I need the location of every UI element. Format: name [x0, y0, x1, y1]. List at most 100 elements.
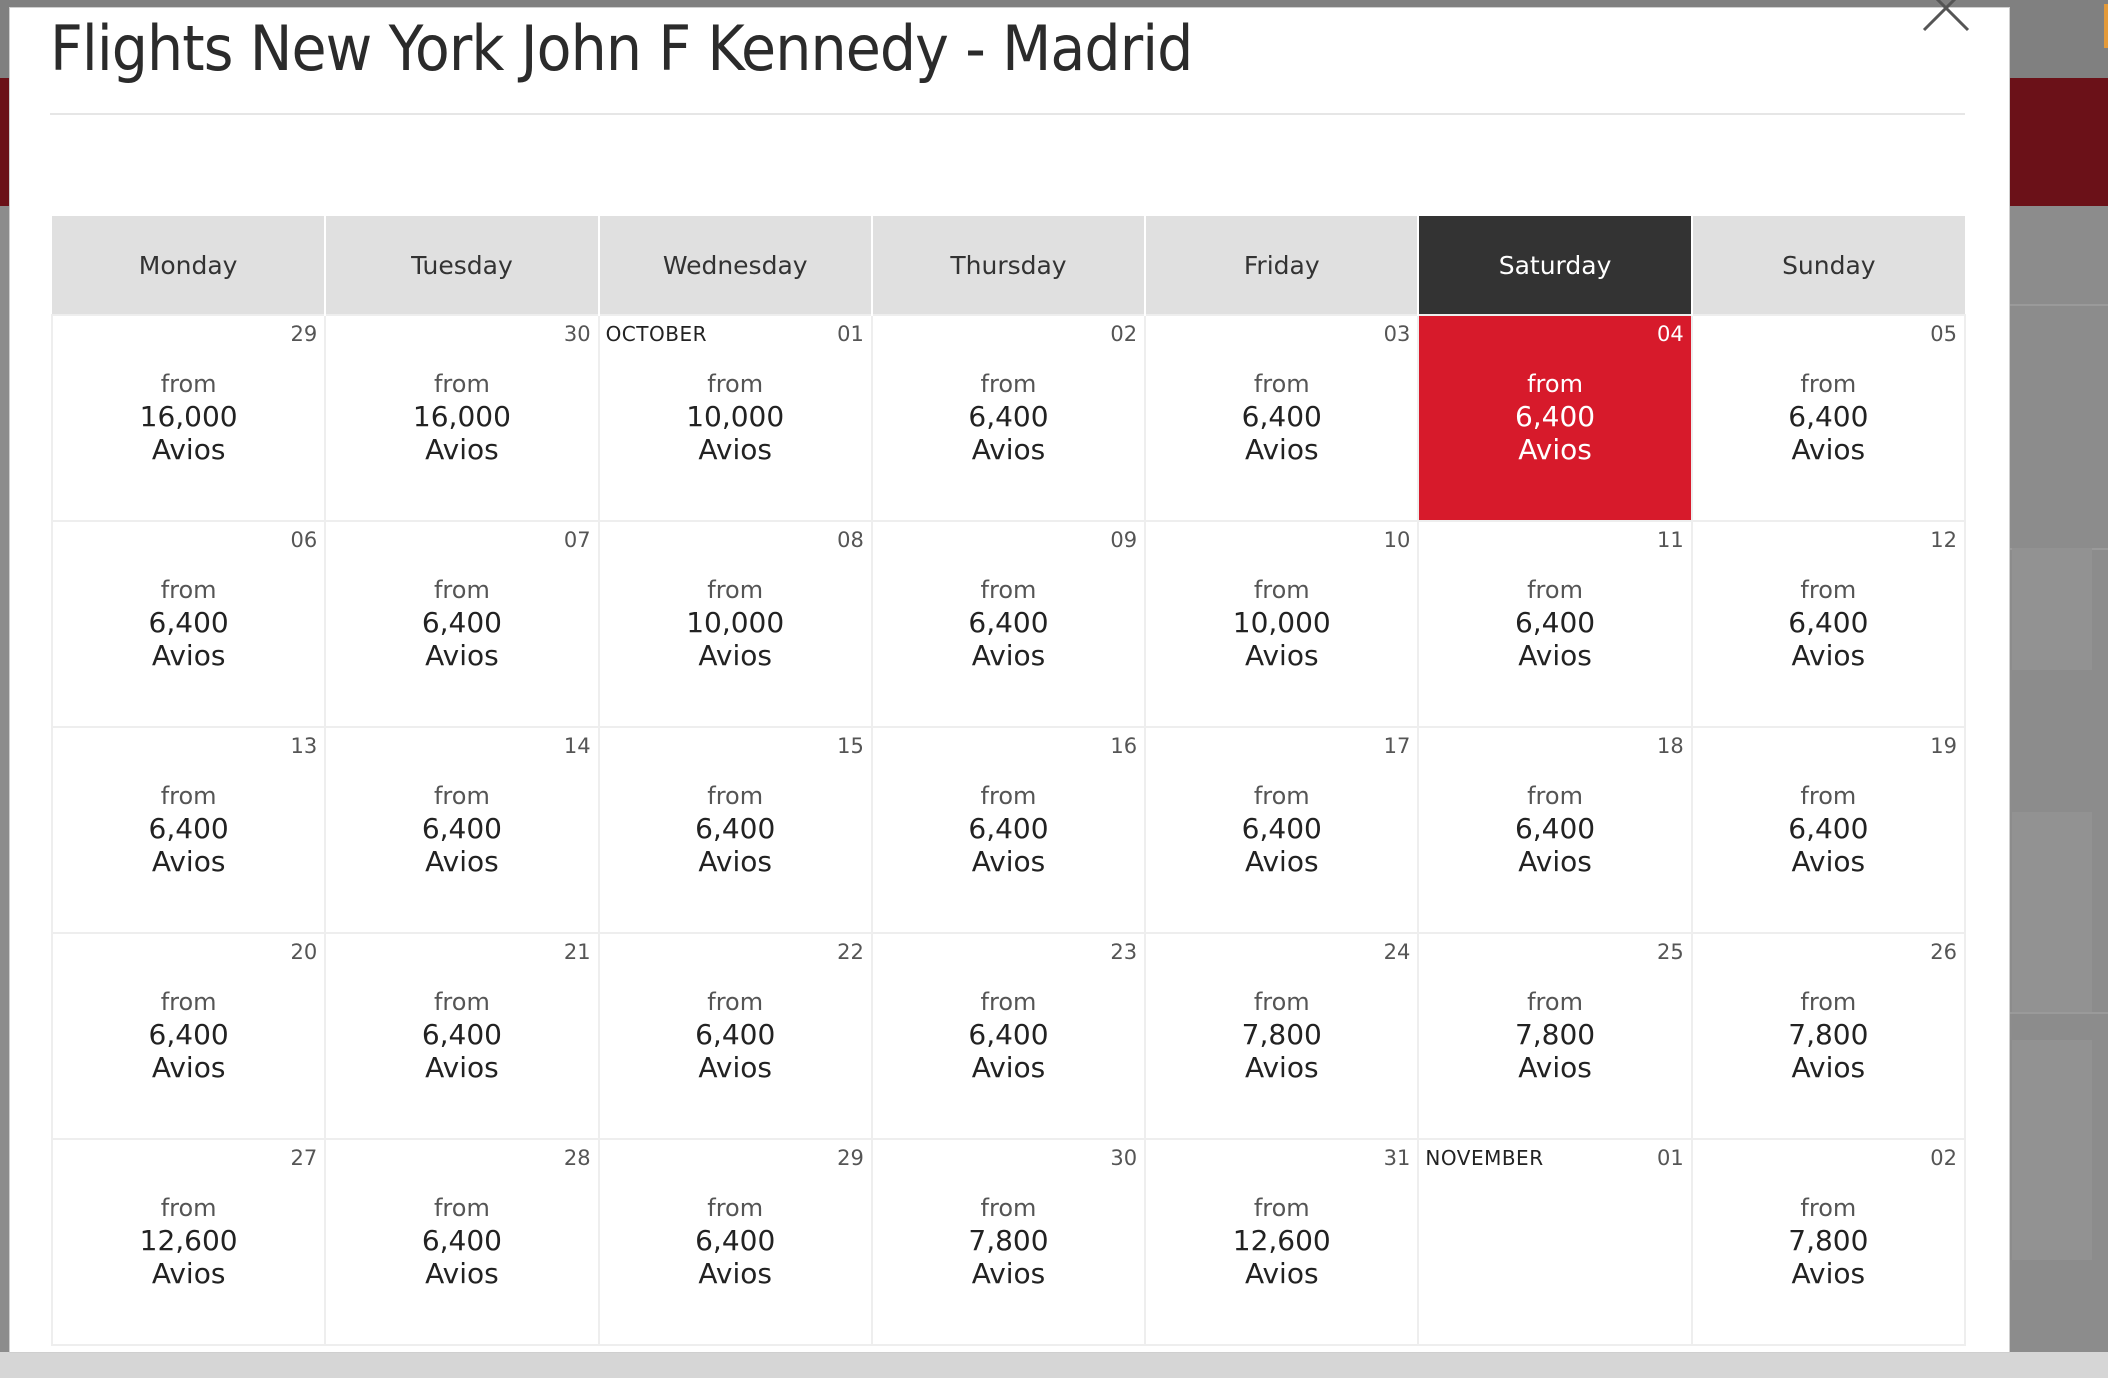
from-label: from — [707, 782, 764, 810]
fare-price: from 12,600 Avios — [53, 1196, 324, 1288]
from-label: from — [1800, 370, 1857, 398]
background-accent — [2104, 4, 2108, 48]
day-number: 24 — [1383, 940, 1411, 964]
day-number: 30 — [1110, 1146, 1138, 1170]
calendar-day-cell[interactable]: 25 from 7,800 Avios — [1417, 932, 1693, 1140]
price-amount: 7,800 — [968, 1224, 1049, 1257]
fare-price: from 6,400 Avios — [1146, 784, 1417, 876]
day-number: 23 — [1110, 940, 1138, 964]
price-amount: 6,400 — [1241, 400, 1322, 433]
price-amount: 6,400 — [148, 812, 229, 845]
calendar-day-cell[interactable]: 01 OCTOBER from 10,000 Avios — [597, 314, 873, 522]
calendar-day-cell[interactable]: 04 from 6,400 Avios — [1417, 314, 1693, 522]
price-unit: Avios — [1518, 1051, 1592, 1084]
calendar-day-cell[interactable]: 17 from 6,400 Avios — [1144, 726, 1420, 934]
calendar-day-cell[interactable]: 18 from 6,400 Avios — [1417, 726, 1693, 934]
price-amount: 6,400 — [421, 1018, 502, 1051]
from-label: from — [1800, 576, 1857, 604]
from-label: from — [707, 370, 764, 398]
price-unit: Avios — [1791, 845, 1866, 878]
calendar-day-cell[interactable]: 29 from 16,000 Avios — [50, 314, 327, 522]
day-number: 16 — [1110, 734, 1138, 758]
weekday-header-saturday: Saturday — [1417, 216, 1692, 315]
fare-price: from 6,400 Avios — [326, 784, 597, 876]
from-label: from — [707, 576, 764, 604]
fare-price: from 16,000 Avios — [53, 372, 324, 464]
from-label: from — [1527, 988, 1583, 1016]
calendar-day-cell[interactable]: 09 from 6,400 Avios — [870, 520, 1147, 728]
calendar-day-cell[interactable]: 29 from 6,400 Avios — [597, 1138, 873, 1346]
price-unit: Avios — [151, 845, 226, 878]
fare-price: from 7,800 Avios — [1693, 990, 1964, 1082]
from-label: from — [160, 988, 217, 1016]
calendar-day-cell[interactable]: 30 from 7,800 Avios — [870, 1138, 1147, 1346]
calendar-day-cell[interactable]: 14 from 6,400 Avios — [324, 726, 600, 934]
day-number: 25 — [1656, 940, 1684, 964]
fare-price: from 6,400 Avios — [1419, 372, 1690, 464]
calendar-day-cell[interactable]: 26 from 7,800 Avios — [1690, 932, 1967, 1140]
calendar-week-row: 27 from 12,600 Avios 28 from 6,400 Avios 29 from 6… — [50, 1138, 1967, 1346]
fare-price: from 6,400 Avios — [1419, 784, 1690, 876]
calendar-day-cell[interactable]: 05 from 6,400 Avios — [1690, 314, 1967, 522]
fare-price: from 6,400 Avios — [1693, 784, 1964, 876]
price-unit: Avios — [698, 433, 772, 466]
calendar-day-cell[interactable]: 28 from 6,400 Avios — [324, 1138, 600, 1346]
day-number: 07 — [563, 528, 591, 552]
day-number: 04 — [1656, 322, 1684, 346]
calendar-day-cell[interactable]: 24 from 7,800 Avios — [1144, 932, 1420, 1140]
from-label: from — [1253, 988, 1310, 1016]
fare-price: from 6,400 Avios — [1146, 372, 1417, 464]
price-amount: 7,800 — [1788, 1018, 1869, 1051]
calendar-day-cell[interactable]: 11 from 6,400 Avios — [1417, 520, 1693, 728]
calendar-day-cell[interactable]: 10 from 10,000 Avios — [1144, 520, 1420, 728]
calendar-day-cell[interactable]: 21 from 6,400 Avios — [324, 932, 600, 1140]
calendar-day-cell[interactable]: 02 from 7,800 Avios — [1690, 1138, 1967, 1346]
from-label: from — [433, 1194, 490, 1222]
price-amount: 6,400 — [968, 400, 1049, 433]
price-unit: Avios — [1518, 433, 1592, 466]
price-unit: Avios — [698, 845, 772, 878]
close-icon — [1922, 0, 1970, 32]
calendar-day-cell[interactable]: 06 from 6,400 Avios — [50, 520, 327, 728]
price-unit: Avios — [1244, 845, 1319, 878]
calendar-day-cell[interactable]: 07 from 6,400 Avios — [324, 520, 600, 728]
calendar-day-cell[interactable]: 08 from 10,000 Avios — [597, 520, 873, 728]
price-amount: 7,800 — [1788, 1224, 1869, 1257]
price-unit: Avios — [1244, 1257, 1319, 1290]
calendar-day-cell[interactable]: 23 from 6,400 Avios — [870, 932, 1147, 1140]
calendar-day-cell[interactable]: 16 from 6,400 Avios — [870, 726, 1147, 934]
month-label: OCTOBER — [605, 322, 707, 346]
background-divider — [2010, 1012, 2108, 1014]
calendar-day-cell[interactable]: 12 from 6,400 Avios — [1690, 520, 1967, 728]
day-number: 09 — [1110, 528, 1138, 552]
fare-price: from 6,400 Avios — [873, 990, 1144, 1082]
calendar-day-cell[interactable]: 20 from 6,400 Avios — [50, 932, 327, 1140]
price-amount: 6,400 — [421, 606, 502, 639]
day-number: 29 — [290, 322, 318, 346]
day-number: 01 — [837, 322, 864, 346]
price-amount: 6,400 — [1788, 812, 1869, 845]
fare-calendar: Monday Tuesday Wednesday Thursday Friday Satu… — [50, 216, 1967, 1346]
calendar-day-cell[interactable]: 30 from 16,000 Avios — [324, 314, 600, 522]
price-amount: 6,400 — [968, 1018, 1049, 1051]
close-button[interactable] — [1918, 0, 1974, 36]
price-unit: Avios — [1244, 639, 1319, 672]
calendar-day-cell[interactable]: 31 from 12,600 Avios — [1144, 1138, 1420, 1346]
weekday-header-friday: Friday — [1144, 216, 1419, 315]
calendar-day-cell[interactable]: 19 from 6,400 Avios — [1690, 726, 1967, 934]
price-amount: 6,400 — [1788, 400, 1869, 433]
price-amount: 6,400 — [148, 1018, 229, 1051]
calendar-day-cell[interactable]: 02 from 6,400 Avios — [870, 314, 1147, 522]
fare-price: from 6,400 Avios — [53, 784, 324, 876]
fare-price: from 6,400 Avios — [1693, 372, 1964, 464]
fare-price: from 10,000 Avios — [1146, 578, 1417, 670]
calendar-day-cell[interactable]: 13 from 6,400 Avios — [50, 726, 327, 934]
day-number: 08 — [837, 528, 864, 552]
calendar-day-cell[interactable]: 15 from 6,400 Avios — [597, 726, 873, 934]
calendar-day-cell[interactable]: 22 from 6,400 Avios — [597, 932, 873, 1140]
calendar-day-cell[interactable]: 03 from 6,400 Avios — [1144, 314, 1420, 522]
price-amount: 6,400 — [695, 812, 776, 845]
calendar-day-cell[interactable]: 27 from 12,600 Avios — [50, 1138, 327, 1346]
price-unit: Avios — [425, 639, 499, 672]
calendar-week-row: 06 from 6,400 Avios 07 from 6,400 Avios 08 from 10… — [50, 520, 1967, 728]
